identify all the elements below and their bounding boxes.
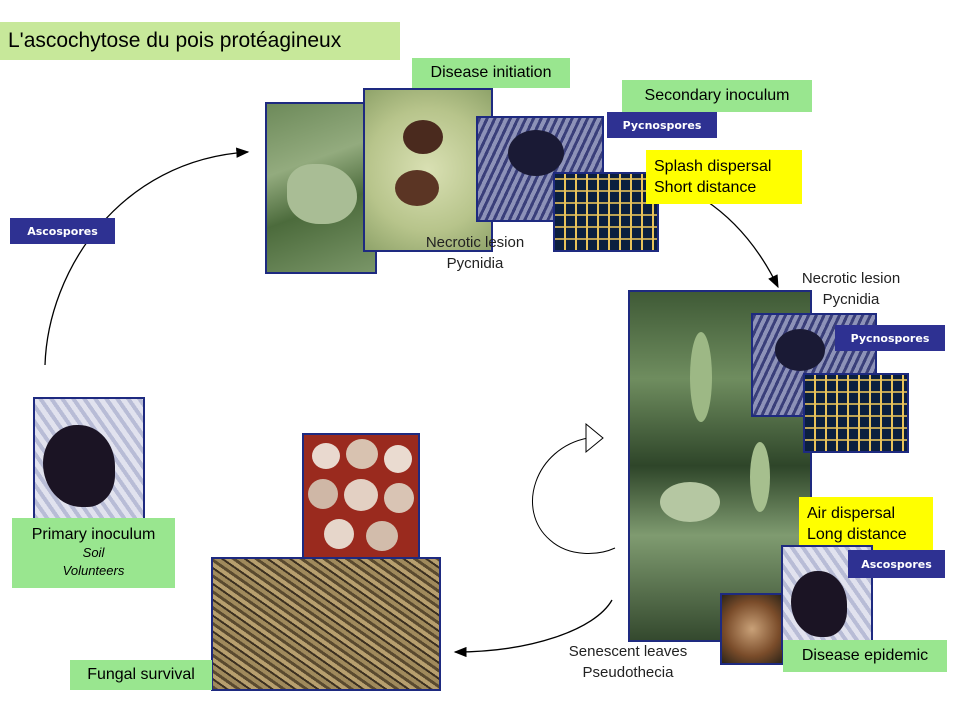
primary-volunteers-label: Volunteers: [62, 563, 125, 578]
senescent-leaves-caption: Senescent leaves Pseudothecia: [568, 643, 688, 681]
necrotic-lesion-caption-top: Necrotic lesion Pycnidia: [425, 234, 525, 272]
arrow-splash-to-plant: [704, 199, 779, 289]
ascospores-tag-left: Ascospores: [10, 218, 115, 244]
pseudothecium-photo: [33, 397, 145, 522]
pycnospores-micrograph-right: [803, 373, 909, 453]
stubble-photo: [211, 557, 441, 691]
page-title: L'ascochytose du pois protéagineux: [0, 22, 400, 60]
leaf-lesion-photo: [363, 88, 493, 252]
arrow-primary-to-initiation: [44, 147, 250, 366]
necrotic-lesion-caption-right: Necrotic lesion Pycnidia: [801, 270, 901, 308]
short-distance-text: Short distance: [654, 179, 757, 196]
pycnospores-micrograph-top: [553, 172, 659, 252]
fungal-survival-label: Fungal survival: [70, 660, 212, 690]
arrow-senescent-to-survival: [453, 599, 613, 658]
pea-plant-photo: [265, 102, 377, 274]
senescent-leaf-photo: [720, 593, 784, 665]
splash-dispersal-callout: Splash dispersal Short distance: [646, 150, 802, 204]
air-dispersal-text: Air dispersal: [807, 505, 896, 522]
arrow-recycle: [532, 437, 616, 554]
pycnospores-tag-right: Pycnospores: [835, 325, 945, 351]
splash-dispersal-text: Splash dispersal: [654, 158, 772, 175]
primary-inoculum-box: Primary inoculum Soil Volunteers: [12, 518, 175, 588]
primary-inoculum-label: Primary inoculum: [31, 526, 156, 543]
air-dispersal-callout: Air dispersal Long distance: [799, 497, 933, 551]
arrow-recycle-head: [585, 422, 604, 454]
disease-epidemic-label: Disease epidemic: [783, 640, 947, 672]
primary-soil-label: Soil: [82, 545, 105, 560]
disease-initiation-label: Disease initiation: [412, 58, 570, 88]
ascospores-tag-right: Ascospores: [848, 550, 945, 578]
secondary-inoculum-label: Secondary inoculum: [622, 80, 812, 112]
pycnospores-tag-top: Pycnospores: [607, 112, 717, 138]
infected-seeds-photo: [302, 433, 420, 565]
long-distance-text: Long distance: [807, 526, 907, 543]
